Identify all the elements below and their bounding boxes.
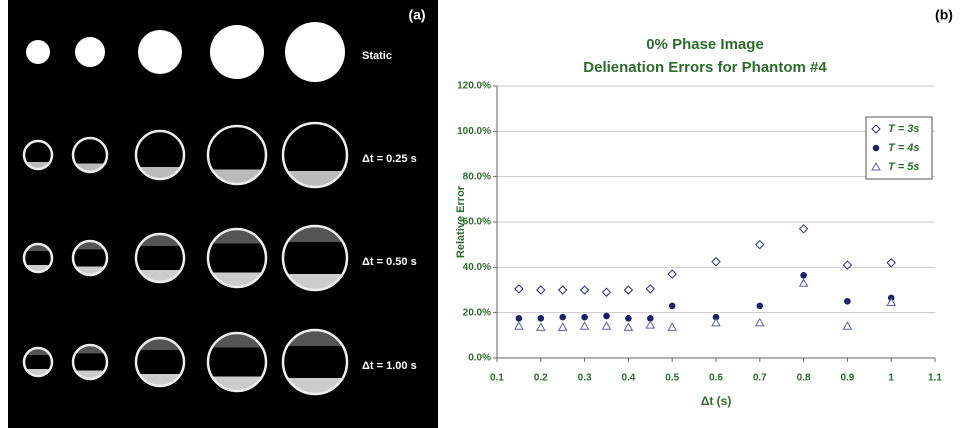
- point: [603, 313, 610, 320]
- point: [712, 258, 720, 266]
- point: [646, 285, 654, 293]
- y-tick-label: 20.0%: [463, 307, 491, 318]
- phantom: [210, 25, 264, 79]
- point: [625, 315, 632, 322]
- x-tick-label: 0.8: [797, 373, 811, 384]
- point: [668, 270, 676, 278]
- point: [800, 272, 807, 279]
- panel-label: (a): [408, 7, 425, 23]
- x-tick-label: 0.4: [621, 373, 635, 384]
- x-tick-label: 1: [888, 373, 894, 384]
- figure: StaticΔt = 0.25 sΔt = 0.50 sΔt = 1.00 s …: [0, 0, 966, 428]
- x-tick-label: 0.9: [840, 373, 854, 384]
- point: [515, 285, 523, 293]
- point: [844, 298, 851, 305]
- phantom: [75, 37, 105, 67]
- x-tick-label: 0.2: [534, 373, 548, 384]
- y-tick-label: 40.0%: [463, 262, 491, 273]
- legend-marker: [873, 145, 880, 152]
- point: [712, 319, 720, 326]
- point: [756, 241, 764, 249]
- point: [800, 225, 808, 233]
- chart-title: 0% Phase Image: [646, 36, 764, 53]
- x-tick-label: 0.7: [753, 373, 767, 384]
- phantom: [26, 40, 50, 64]
- row-label: Δt = 0.50 s: [362, 256, 417, 268]
- row-label: Δt = 0.25 s: [362, 153, 417, 165]
- x-tick-label: 1.1: [928, 373, 942, 384]
- point: [603, 288, 611, 296]
- point: [887, 259, 895, 267]
- y-tick-label: 80.0%: [463, 171, 491, 182]
- panel-label: (b): [935, 7, 953, 23]
- point: [646, 321, 654, 328]
- point: [603, 322, 611, 329]
- point: [800, 279, 808, 286]
- point: [537, 323, 545, 330]
- row-label: Δt = 1.00 s: [362, 360, 417, 372]
- point: [581, 314, 588, 321]
- point: [516, 315, 523, 322]
- point: [559, 286, 567, 294]
- x-tick-label: 0.6: [709, 373, 723, 384]
- y-tick-label: 120.0%: [457, 81, 491, 92]
- y-tick-label: 0.0%: [468, 353, 491, 364]
- point: [538, 315, 545, 322]
- legend-label: T = 3s: [888, 123, 920, 135]
- x-tick-label: 0.1: [490, 373, 504, 384]
- point: [581, 322, 589, 329]
- point: [843, 322, 851, 329]
- point: [624, 323, 632, 330]
- point: [559, 314, 566, 321]
- point: [668, 323, 676, 330]
- x-tick-label: 0.5: [665, 373, 679, 384]
- point: [537, 286, 545, 294]
- row-label: Static: [362, 50, 392, 62]
- phantom: [285, 22, 345, 82]
- y-tick-label: 100.0%: [457, 126, 491, 137]
- y-tick-label: 60.0%: [463, 217, 491, 228]
- point: [515, 322, 523, 329]
- x-tick-label: 0.3: [578, 373, 592, 384]
- legend-label: T = 5s: [888, 161, 920, 173]
- point: [559, 323, 567, 330]
- point: [669, 303, 676, 310]
- point: [581, 286, 589, 294]
- phantom: [138, 30, 182, 74]
- point: [843, 261, 851, 269]
- x-axis-label: Δt (s): [701, 394, 732, 408]
- point: [757, 303, 764, 310]
- point: [624, 286, 632, 294]
- legend-label: T = 4s: [888, 142, 920, 154]
- point: [756, 319, 764, 326]
- chart-subtitle: Delienation Errors for Phantom #4: [583, 59, 827, 76]
